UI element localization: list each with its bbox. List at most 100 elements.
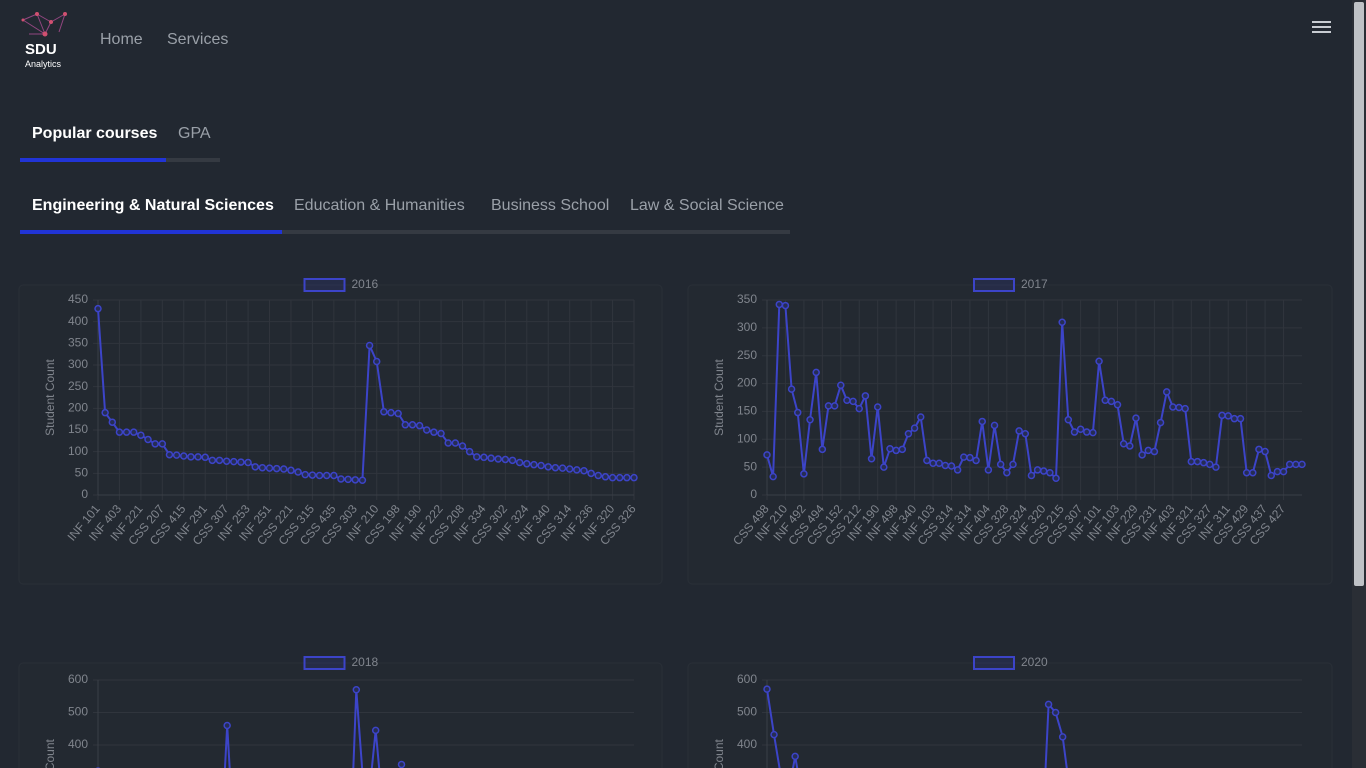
data-point — [580, 466, 588, 475]
nav-link[interactable]: Home — [100, 31, 143, 48]
data-point — [1138, 451, 1146, 459]
data-point — [330, 471, 338, 480]
data-point — [437, 429, 445, 438]
data-point — [1199, 458, 1208, 467]
data-point — [1044, 700, 1053, 709]
data-point — [101, 408, 109, 417]
y-tick-label: 0 — [81, 487, 88, 501]
subtab[interactable]: Engineering & Natural Sciences — [32, 197, 274, 214]
legend-swatch — [973, 656, 1015, 670]
data-point — [230, 457, 238, 466]
tab[interactable]: Popular courses — [32, 125, 158, 142]
scrollbar-thumb[interactable] — [1354, 2, 1364, 586]
data-point — [397, 760, 406, 768]
data-point — [843, 396, 851, 405]
data-point — [280, 465, 288, 473]
data-point — [237, 458, 245, 466]
data-point — [1132, 414, 1140, 422]
data-point — [158, 440, 167, 448]
data-point — [1255, 445, 1263, 454]
data-point — [960, 453, 968, 461]
legend-swatch — [303, 278, 346, 292]
data-point — [800, 470, 808, 478]
y-tick-label: 400 — [68, 737, 88, 751]
data-point — [180, 452, 188, 460]
data-point — [623, 473, 631, 482]
data-point — [880, 463, 888, 471]
logo-subtext: Analytics — [25, 59, 62, 69]
subtab[interactable]: Law & Social Science — [630, 197, 784, 214]
data-point — [365, 341, 374, 350]
data-point — [898, 445, 907, 454]
data-point — [487, 454, 495, 462]
data-point — [1113, 400, 1122, 409]
data-point — [187, 453, 195, 461]
y-tick-label: 200 — [737, 376, 757, 390]
data-point — [1150, 447, 1159, 456]
data-point — [372, 357, 381, 366]
data-point — [1064, 416, 1073, 424]
data-point — [855, 404, 863, 413]
data-point — [115, 428, 124, 436]
data-point — [215, 456, 224, 465]
y-tick-label: 50 — [744, 459, 758, 473]
data-point — [1107, 397, 1116, 406]
data-point — [769, 472, 777, 481]
data-point — [415, 421, 424, 430]
tab[interactable]: GPA — [178, 125, 211, 142]
data-point — [1058, 318, 1066, 327]
data-point — [1193, 457, 1202, 466]
logo-icon — [21, 12, 67, 37]
data-point — [787, 385, 796, 393]
data-point — [615, 473, 624, 482]
y-tick-label: 400 — [737, 737, 757, 751]
data-point — [322, 471, 331, 480]
data-point — [1015, 427, 1023, 435]
data-point — [630, 473, 638, 482]
data-point — [1009, 460, 1017, 469]
data-point — [1230, 414, 1239, 423]
menu-button[interactable] — [1312, 19, 1332, 35]
data-point — [244, 458, 252, 467]
data-point — [201, 453, 209, 462]
data-point — [1236, 414, 1245, 423]
data-point — [1003, 468, 1011, 477]
data-point — [1027, 471, 1036, 480]
data-point — [984, 466, 993, 474]
y-tick-label: 350 — [737, 292, 757, 306]
data-point — [1224, 412, 1232, 420]
data-point — [144, 435, 152, 444]
data-point — [129, 428, 138, 436]
data-point — [1175, 403, 1183, 412]
data-point — [1181, 404, 1189, 413]
data-point — [1076, 425, 1085, 434]
data-point — [287, 466, 295, 475]
y-tick-label: 0 — [750, 487, 757, 501]
data-point — [812, 368, 820, 377]
data-point — [996, 460, 1005, 469]
data-point — [444, 439, 452, 447]
data-point — [422, 426, 431, 434]
y-tick-label: 250 — [737, 348, 757, 362]
data-point — [573, 466, 581, 474]
data-point — [194, 453, 202, 461]
data-point — [308, 471, 317, 479]
legend-label: 2016 — [352, 277, 379, 291]
subtab[interactable]: Education & Humanities — [294, 197, 465, 214]
data-point — [1279, 467, 1288, 476]
y-tick-label: 100 — [737, 431, 757, 445]
data-point — [1206, 460, 1214, 469]
data-point — [122, 428, 131, 436]
data-point — [223, 721, 231, 730]
nav-link[interactable]: Services — [167, 31, 229, 48]
data-point — [1052, 474, 1060, 483]
data-point — [1058, 733, 1067, 741]
data-point — [473, 453, 481, 461]
subtab[interactable]: Business School — [491, 197, 610, 214]
y-tick-label: 300 — [68, 357, 88, 371]
data-point — [501, 455, 510, 464]
data-point — [916, 413, 925, 421]
y-axis-title: Student Count — [43, 358, 57, 435]
data-point — [430, 428, 438, 436]
data-point — [1095, 357, 1103, 366]
